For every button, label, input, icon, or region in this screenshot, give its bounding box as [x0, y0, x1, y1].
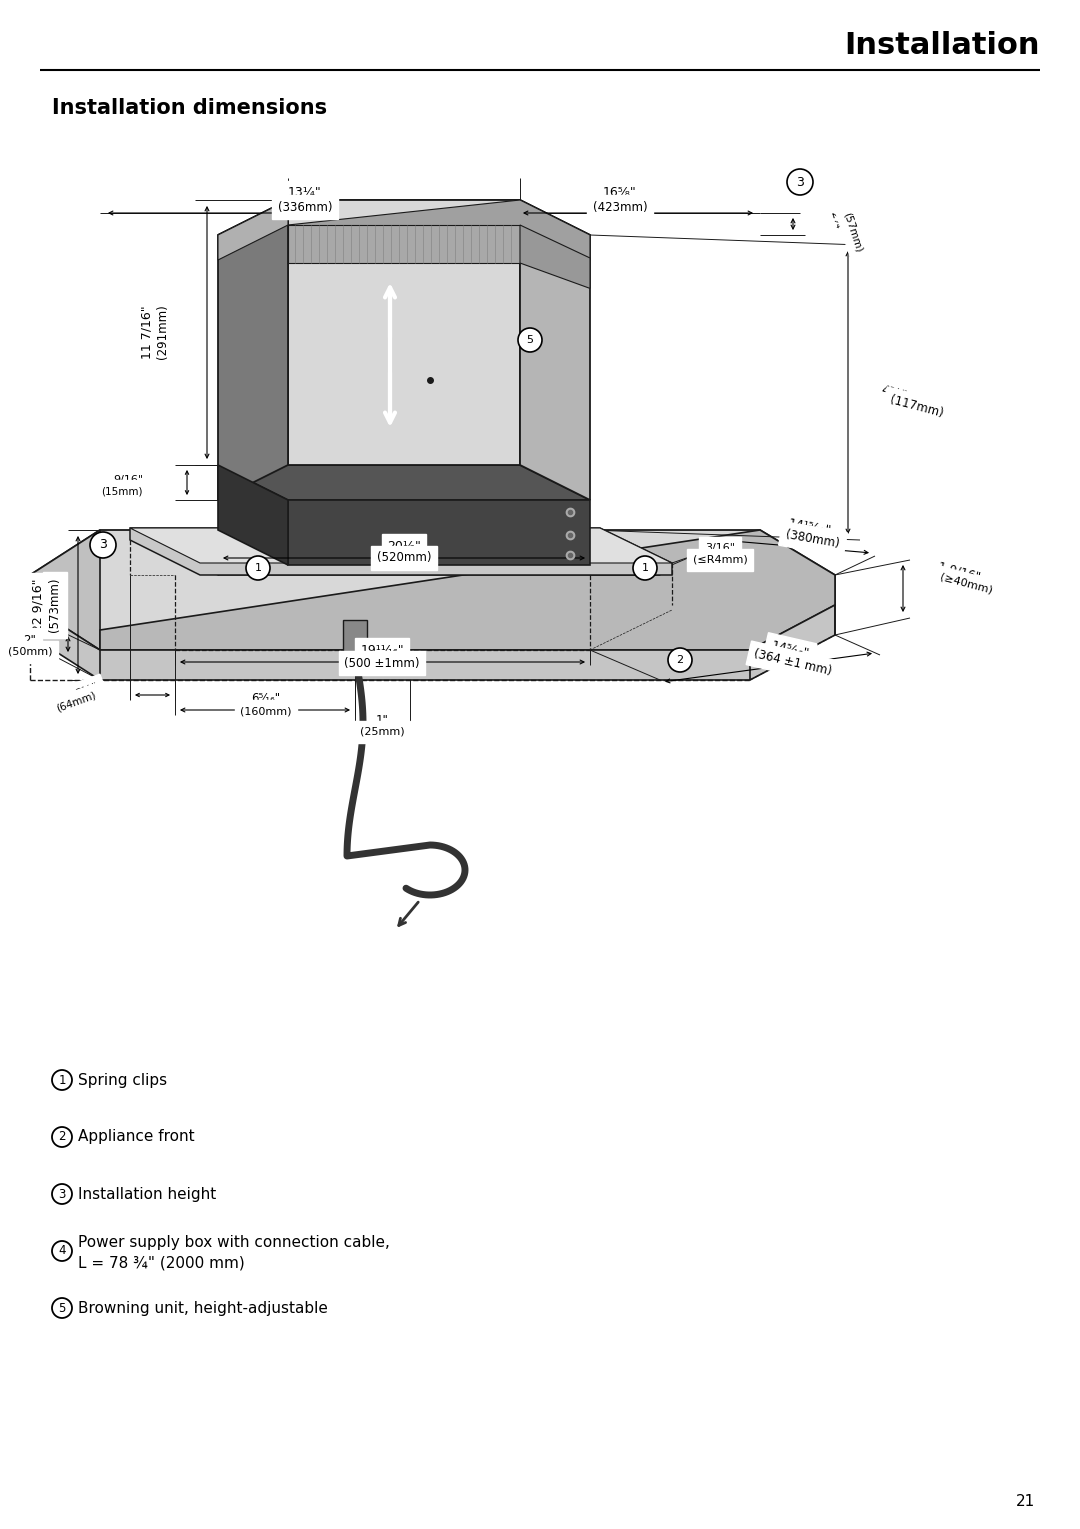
Text: 11 7/16": 11 7/16": [140, 306, 153, 359]
Text: 4⁵⁄₈": 4⁵⁄₈": [880, 384, 908, 402]
Polygon shape: [519, 200, 590, 500]
Text: (57mm): (57mm): [842, 211, 864, 254]
Text: 3/16": 3/16": [705, 543, 735, 553]
Text: 1: 1: [642, 563, 648, 573]
Text: 2¹⁄₄": 2¹⁄₄": [828, 209, 845, 234]
Text: 4: 4: [58, 1245, 66, 1257]
Text: 14⁵⁄₁₆": 14⁵⁄₁₆": [770, 639, 810, 661]
Polygon shape: [519, 225, 590, 289]
Text: (≥40mm): (≥40mm): [939, 572, 994, 596]
Text: 16⁵⁄₈": 16⁵⁄₈": [603, 187, 637, 199]
Text: Power supply box with connection cable,: Power supply box with connection cable,: [78, 1234, 390, 1249]
Text: 22 9/16": 22 9/16": [31, 578, 44, 631]
Text: Appliance front: Appliance front: [78, 1130, 194, 1145]
Polygon shape: [288, 225, 519, 263]
Text: 1": 1": [376, 714, 389, 726]
Text: (64mm): (64mm): [55, 690, 97, 714]
Text: 1 9/16": 1 9/16": [937, 560, 982, 584]
Text: (25mm): (25mm): [360, 726, 404, 737]
Text: 21: 21: [1016, 1494, 1035, 1509]
Polygon shape: [30, 605, 835, 680]
Text: (291mm): (291mm): [157, 304, 170, 359]
Text: 2: 2: [676, 654, 684, 665]
Text: (423mm): (423mm): [593, 200, 647, 214]
Text: 2": 2": [24, 633, 37, 647]
Polygon shape: [288, 500, 590, 566]
Polygon shape: [30, 531, 835, 650]
Text: Installation: Installation: [845, 32, 1040, 61]
Text: Browning unit, height-adjustable: Browning unit, height-adjustable: [78, 1301, 328, 1315]
Text: (336mm): (336mm): [278, 200, 333, 214]
Text: L = 78 ¾" (2000 mm): L = 78 ¾" (2000 mm): [78, 1255, 245, 1271]
Text: 14¹⁵⁄₁₆": 14¹⁵⁄₁₆": [787, 517, 833, 537]
Polygon shape: [218, 465, 288, 566]
Polygon shape: [218, 200, 590, 235]
Text: (50mm): (50mm): [8, 647, 52, 657]
Text: (573mm): (573mm): [49, 578, 62, 633]
Text: (500 ±1mm): (500 ±1mm): [345, 656, 420, 670]
Polygon shape: [100, 531, 835, 650]
Text: 6⁵⁄₁₆": 6⁵⁄₁₆": [252, 693, 281, 705]
Text: 3: 3: [58, 1188, 66, 1200]
Text: (520mm): (520mm): [377, 552, 431, 564]
Text: 5: 5: [58, 1301, 66, 1315]
Polygon shape: [148, 531, 660, 575]
Polygon shape: [288, 200, 590, 260]
Text: 3: 3: [796, 176, 804, 188]
Circle shape: [90, 532, 116, 558]
Circle shape: [518, 329, 542, 352]
Polygon shape: [590, 531, 660, 575]
Text: Spring clips: Spring clips: [78, 1072, 167, 1087]
Circle shape: [787, 170, 813, 196]
Text: (380mm): (380mm): [785, 528, 841, 550]
Text: 9/16": 9/16": [113, 476, 143, 485]
Text: 2: 2: [58, 1130, 66, 1144]
Text: 2¹⁄₂": 2¹⁄₂": [75, 682, 100, 699]
Text: (117mm): (117mm): [888, 393, 944, 420]
Polygon shape: [218, 200, 288, 260]
Text: (15mm): (15mm): [102, 486, 143, 495]
Text: 5: 5: [527, 335, 534, 346]
Polygon shape: [343, 619, 367, 656]
Text: 1: 1: [255, 563, 261, 573]
Polygon shape: [288, 200, 519, 465]
Text: 1: 1: [58, 1073, 66, 1087]
Text: Installation dimensions: Installation dimensions: [52, 98, 327, 118]
Text: (364 ±1 mm): (364 ±1 mm): [753, 648, 833, 679]
Text: (≤R4mm): (≤R4mm): [692, 555, 747, 566]
Text: (160mm): (160mm): [240, 706, 292, 716]
Polygon shape: [30, 531, 100, 650]
Polygon shape: [130, 528, 672, 563]
Polygon shape: [218, 465, 590, 500]
Text: 19¹¹⁄₁₆": 19¹¹⁄₁₆": [361, 644, 404, 656]
Polygon shape: [130, 528, 672, 575]
Text: 20¹⁄₂": 20¹⁄₂": [387, 540, 421, 552]
Polygon shape: [218, 200, 288, 500]
Text: Installation height: Installation height: [78, 1187, 216, 1202]
Text: 3: 3: [99, 538, 107, 552]
Text: 13¹⁄₄": 13¹⁄₄": [288, 187, 322, 199]
Circle shape: [246, 557, 270, 579]
Circle shape: [633, 557, 657, 579]
Circle shape: [669, 648, 692, 673]
